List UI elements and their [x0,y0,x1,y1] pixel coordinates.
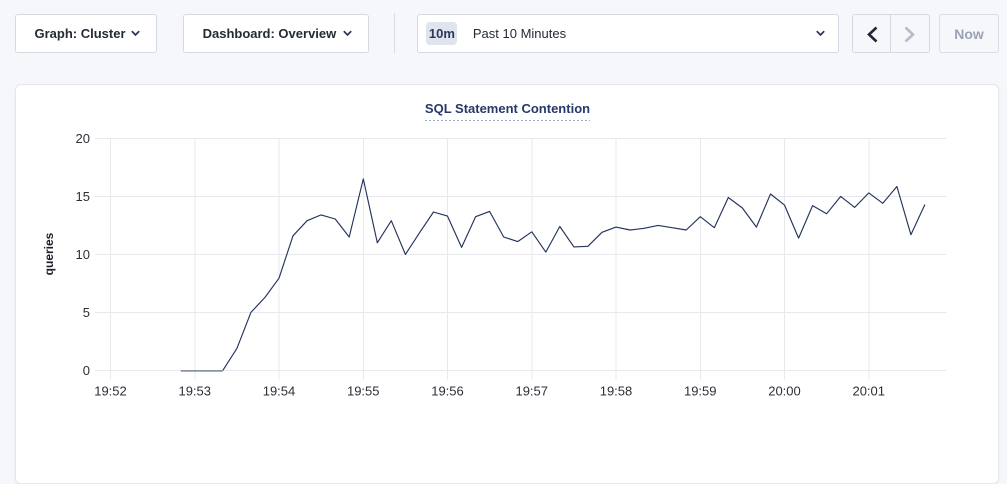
svg-text:10: 10 [76,247,90,262]
svg-text:19:57: 19:57 [515,384,548,399]
svg-text:19:54: 19:54 [263,384,296,399]
svg-text:queries: queries [42,232,56,275]
svg-text:20:01: 20:01 [852,384,885,399]
svg-text:19:55: 19:55 [347,384,380,399]
svg-text:20:00: 20:00 [768,384,801,399]
svg-text:19:56: 19:56 [431,384,464,399]
svg-text:0: 0 [83,363,90,378]
svg-text:5: 5 [83,305,90,320]
svg-text:20: 20 [76,131,90,146]
svg-text:19:58: 19:58 [600,384,633,399]
svg-text:19:52: 19:52 [94,384,127,399]
svg-text:19:59: 19:59 [684,384,717,399]
svg-text:19:53: 19:53 [178,384,211,399]
svg-text:15: 15 [76,189,90,204]
